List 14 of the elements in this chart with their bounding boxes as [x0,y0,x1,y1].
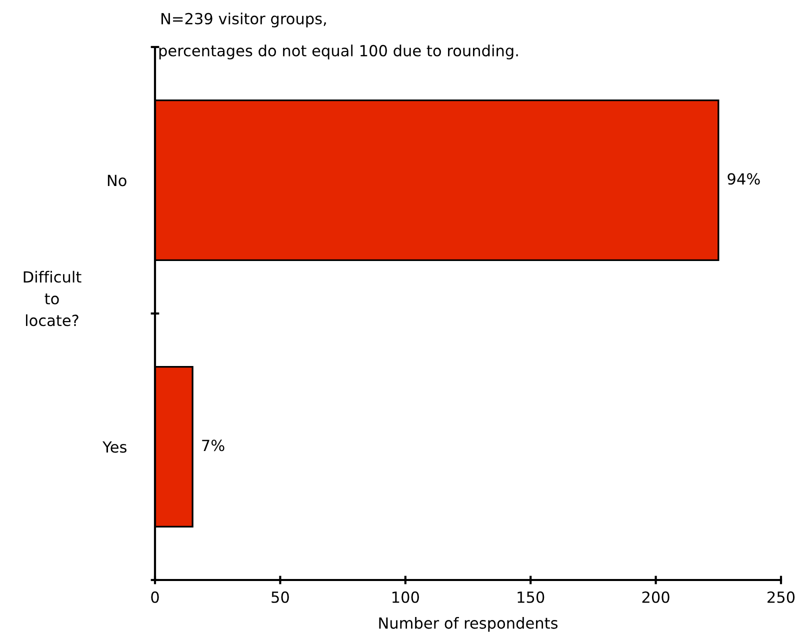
x-tick-label: 150 [518,591,544,603]
x-tick-label: 0 [151,591,159,603]
annotation: 7% [202,440,224,452]
x-tick-label: 100 [392,591,419,603]
y-tick-label: No [108,174,126,186]
x-axis-title: Number of respondents [379,617,558,632]
chart-subtitle: percentages do not equal 100 due to rounding. [159,44,518,60]
x-tick-label: 50 [272,591,289,603]
annotation: 94% [728,173,760,185]
chart-title: N=239 visitor groups, [162,12,326,28]
y-axis-title: Difficult to locate? [24,270,82,326]
x-tick-label: 250 [768,591,795,603]
y-tick-label: Yes [102,441,126,453]
x-tick-label: 200 [642,591,670,603]
